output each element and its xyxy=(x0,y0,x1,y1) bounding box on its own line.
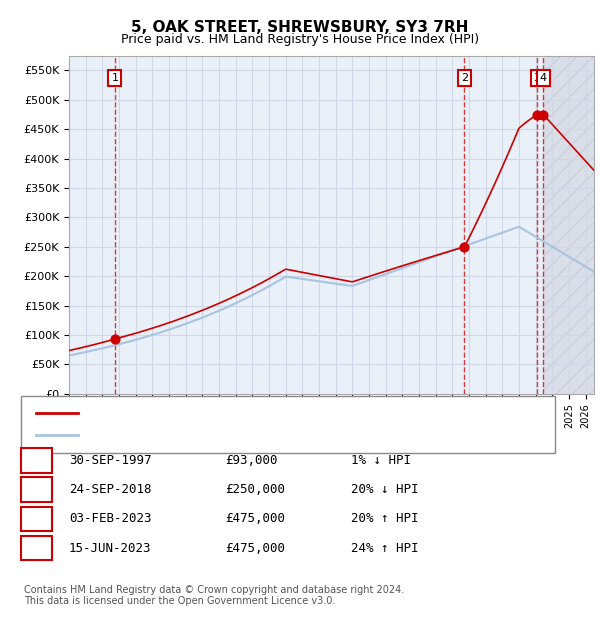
Text: 2: 2 xyxy=(461,73,468,83)
Text: HPI: Average price, detached house, Shropshire: HPI: Average price, detached house, Shro… xyxy=(87,430,353,440)
Text: 24% ↑ HPI: 24% ↑ HPI xyxy=(351,542,419,554)
Text: 03-FEB-2023: 03-FEB-2023 xyxy=(69,513,151,525)
Bar xyxy=(544,56,594,394)
Text: 2: 2 xyxy=(32,484,41,496)
Point xyxy=(460,242,469,252)
Text: 4: 4 xyxy=(540,73,547,83)
Text: 1: 1 xyxy=(32,454,41,467)
Text: £93,000: £93,000 xyxy=(225,454,277,467)
Text: £475,000: £475,000 xyxy=(225,542,285,554)
Text: 1% ↓ HPI: 1% ↓ HPI xyxy=(351,454,411,467)
Text: 3: 3 xyxy=(32,513,41,525)
Text: 5, OAK STREET, SHREWSBURY, SY3 7RH (detached house): 5, OAK STREET, SHREWSBURY, SY3 7RH (deta… xyxy=(87,408,412,418)
Text: 15-JUN-2023: 15-JUN-2023 xyxy=(69,542,151,554)
Point xyxy=(539,110,548,120)
Text: 5, OAK STREET, SHREWSBURY, SY3 7RH: 5, OAK STREET, SHREWSBURY, SY3 7RH xyxy=(131,20,469,35)
Text: 3: 3 xyxy=(533,73,541,83)
Text: Price paid vs. HM Land Registry's House Price Index (HPI): Price paid vs. HM Land Registry's House … xyxy=(121,33,479,46)
Text: 24-SEP-2018: 24-SEP-2018 xyxy=(69,484,151,496)
Text: 30-SEP-1997: 30-SEP-1997 xyxy=(69,454,151,467)
Text: 20% ↑ HPI: 20% ↑ HPI xyxy=(351,513,419,525)
Point xyxy=(532,110,542,120)
Text: £250,000: £250,000 xyxy=(225,484,285,496)
Text: 1: 1 xyxy=(112,73,118,83)
Text: Contains HM Land Registry data © Crown copyright and database right 2024.
This d: Contains HM Land Registry data © Crown c… xyxy=(24,585,404,606)
Point xyxy=(110,334,119,344)
Text: £475,000: £475,000 xyxy=(225,513,285,525)
Text: 4: 4 xyxy=(32,542,41,554)
Text: 20% ↓ HPI: 20% ↓ HPI xyxy=(351,484,419,496)
